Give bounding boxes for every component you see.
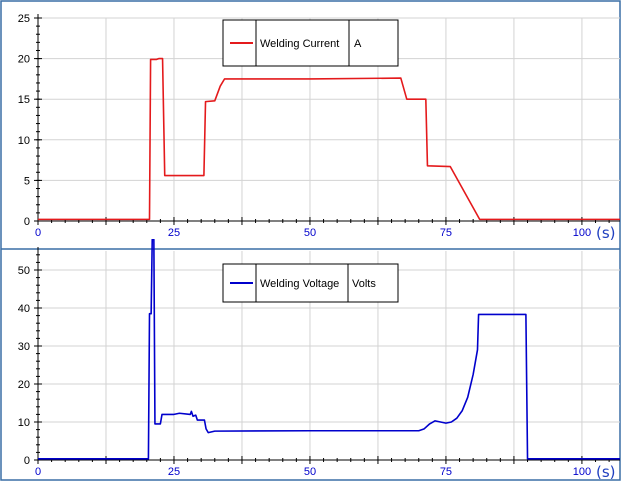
voltage-x-tick-label: 0 (35, 466, 41, 478)
current-legend-quantity: Welding Current (260, 38, 339, 50)
current-y-tick-label: 20 (18, 54, 30, 66)
voltage-grid (38, 251, 620, 460)
voltage-series (38, 239, 620, 460)
voltage-legend: Welding Voltage Volts (222, 263, 399, 303)
current-grid (38, 17, 620, 221)
current-y-tick-label: 25 (18, 13, 30, 25)
current-y-tick-label: 15 (18, 94, 30, 106)
current-x-tick-label: 50 (304, 227, 316, 239)
voltage-x-unit-label: (s) (596, 463, 616, 481)
voltage-x-tick-label: 100 (573, 466, 591, 478)
voltage-y-tick-label: 0 (24, 455, 30, 467)
current-series-line (38, 57, 620, 221)
voltage-y-tick-label: 40 (18, 303, 30, 315)
current-x-tick-label: 75 (440, 227, 452, 239)
voltage-x-tick-label: 75 (440, 466, 452, 478)
current-legend: Welding Current A (222, 19, 399, 67)
voltage-legend-unit: Volts (352, 278, 376, 290)
current-x-tick-label: 100 (573, 227, 591, 239)
current-chart-panel: 0 5 10 15 20 25 0 25 50 75 100 (s) Welding Current … (18, 13, 620, 242)
voltage-y-tick-label: 30 (18, 341, 30, 353)
current-x-tick-label: 0 (35, 227, 41, 239)
current-x-unit-label: (s) (596, 224, 616, 242)
voltage-axes: 0 10 20 30 40 50 0 25 50 75 100 (s) (18, 247, 620, 481)
voltage-chart-panel: 0 10 20 30 40 50 0 25 50 75 100 (s) Welding Voltage… (18, 239, 620, 481)
voltage-legend-quantity: Welding Voltage (260, 278, 339, 290)
current-x-tick-label: 25 (168, 227, 180, 239)
current-legend-unit: A (354, 38, 362, 50)
current-y-tick-label: 5 (24, 175, 30, 187)
voltage-x-tick-label: 25 (168, 466, 180, 478)
voltage-y-tick-label: 20 (18, 379, 30, 391)
voltage-y-tick-label: 50 (18, 265, 30, 277)
current-y-tick-label: 10 (18, 135, 30, 147)
current-y-tick-label: 0 (24, 216, 30, 228)
voltage-series-line (38, 239, 620, 460)
current-series (38, 57, 620, 221)
current-axes: 0 5 10 15 20 25 0 25 50 75 100 (s) (18, 13, 620, 242)
voltage-y-tick-label: 10 (18, 417, 30, 429)
voltage-x-tick-label: 50 (304, 466, 316, 478)
